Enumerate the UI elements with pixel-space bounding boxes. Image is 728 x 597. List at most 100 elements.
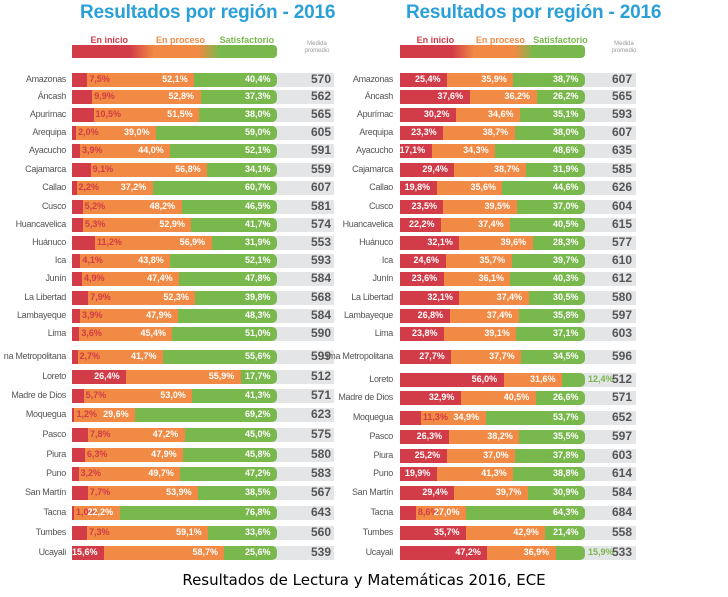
data-label-satisfactorio: 69,2%: [245, 409, 271, 419]
data-label-satisfactorio: 55,6%: [245, 351, 271, 361]
bar-en-proceso: [441, 218, 511, 232]
bar-en-proceso: [87, 73, 195, 87]
data-label-en-proceso: 38,7%: [482, 127, 509, 137]
table-row: Tacna 8,6% 27,0% 64,3% 684: [0, 505, 728, 520]
row-background: [579, 391, 636, 405]
bar-en-inicio: [72, 144, 80, 158]
data-label-en-inicio: 17,1%: [399, 145, 426, 155]
bar-en-inicio: [72, 108, 94, 122]
medida-promedio-value: 584: [310, 271, 331, 285]
bar-satisfactorio: [198, 486, 277, 500]
medida-promedio-value: 567: [310, 485, 331, 499]
table-row: Ucayali 15,6% 58,7% 25,6% 539: [0, 545, 728, 560]
bar-en-inicio: [400, 163, 455, 177]
bar-en-inicio: [72, 236, 95, 250]
bar-satisfactorio: [207, 163, 277, 177]
bar-en-proceso: [448, 430, 520, 444]
medida-promedio-value: 596: [611, 349, 632, 363]
row-background: [271, 327, 334, 341]
data-label-en-proceso: 52,3%: [163, 292, 189, 302]
data-label-satisfactorio: 60,7%: [245, 182, 271, 192]
data-label-en-inicio: 7,8%: [89, 429, 111, 439]
region-label: Piura: [46, 449, 66, 459]
data-label-satisfactorio: 47,8%: [245, 273, 271, 283]
medida-promedio-value: 603: [611, 326, 632, 340]
row-background: [579, 218, 636, 232]
medida-promedio-value: 584: [310, 308, 331, 322]
table-row: Amazonas 7,5% 52,1% 40,4% 570: [0, 72, 728, 87]
data-label-en-inicio: 1,0%: [76, 507, 97, 517]
legend-item-satisfactorio: Satisfactorio: [219, 35, 275, 45]
bar-en-inicio: [400, 350, 452, 364]
bar-satisfactorio: [465, 506, 585, 520]
data-label-satisfactorio: 64,3%: [553, 507, 579, 517]
bar-en-proceso: [84, 448, 184, 462]
region-label: Arequipa: [359, 127, 393, 137]
row-background: [271, 291, 334, 305]
bar-en-proceso: [80, 254, 171, 268]
bar-satisfactorio: [513, 467, 585, 481]
data-label-en-inicio: 30,2%: [423, 109, 450, 119]
bar-en-inicio: [72, 327, 80, 341]
bar-en-inicio: [400, 272, 444, 286]
bar-en-proceso: [87, 486, 199, 500]
data-label-en-inicio: 23,3%: [411, 127, 437, 137]
medida-promedio-header: Medida promedio: [304, 41, 330, 54]
table-row: San Martín 29,4% 39,7% 30,9% 584: [0, 485, 728, 500]
row-background: [271, 236, 334, 250]
table-row: Moquegua 1,2% 29,6% 69,2% 623: [0, 407, 728, 422]
bar-en-inicio: [72, 350, 78, 364]
medida-promedio-value: 604: [611, 199, 632, 213]
medida-promedio-value: 652: [611, 410, 632, 424]
data-label-en-proceso: 34,9%: [453, 412, 480, 422]
data-label-en-inicio: 2,7%: [79, 351, 101, 361]
bar-en-proceso: [90, 163, 208, 177]
table-row: Apurímac 10,5% 51,5% 38,0% 565: [0, 107, 728, 122]
medida-promedio-value: 571: [310, 388, 331, 402]
bar-en-inicio: [400, 254, 446, 268]
medida-promedio-value: 585: [611, 162, 632, 176]
row-background: [579, 526, 636, 540]
region-label: Áncash: [37, 91, 67, 101]
data-label-en-inicio: 24,6%: [413, 255, 440, 265]
medida-promedio-value: 593: [310, 253, 331, 267]
data-label-en-proceso: 35,6%: [470, 182, 497, 192]
data-label-en-proceso: 36,9%: [523, 547, 550, 557]
bar-satisfactorio: [195, 291, 277, 305]
bar-satisfactorio: [172, 327, 277, 341]
medida-promedio-value: 580: [611, 290, 632, 304]
region-label: San Martín: [351, 487, 393, 497]
data-label-satisfactorio: 38,7%: [553, 74, 579, 84]
data-label-en-inicio: 9,1%: [92, 164, 114, 174]
bar-satisfactorio: [515, 449, 585, 463]
bar-en-proceso: [93, 108, 200, 122]
medida-promedio-value: 615: [611, 217, 632, 231]
table-row: Piura 6,3% 47,9% 45,8% 580: [0, 447, 728, 462]
data-label-en-proceso: 39,5%: [484, 201, 511, 211]
table-row: Cusco 5,2% 48,2% 46,5% 581: [0, 199, 728, 214]
region-label: Madre de Dios: [11, 390, 66, 400]
row-background: [271, 350, 334, 364]
bar-en-inicio: [72, 546, 104, 560]
data-label-en-inicio: 22,2%: [409, 219, 435, 229]
data-label-en-proceso: 37,2%: [120, 182, 147, 192]
bar-satisfactorio: [194, 73, 277, 87]
bar-en-proceso: [466, 526, 546, 540]
bar-satisfactorio: [495, 144, 585, 158]
legend-item-en-inicio: En inicio: [90, 35, 128, 45]
bar-en-proceso: [104, 546, 225, 560]
row-background: [271, 486, 334, 500]
region-label: Apurímac: [29, 109, 66, 119]
table-row: Loreto 56,0% 31,6% 12,4% 512: [0, 372, 728, 387]
data-label-en-inicio: 9,9%: [94, 91, 115, 101]
data-label-en-inicio: 19,8%: [404, 182, 431, 192]
data-label-en-proceso: 39,7%: [495, 487, 522, 497]
bar-en-proceso: [446, 73, 514, 87]
bar-en-proceso: [443, 200, 517, 214]
bar-satisfactorio: [224, 546, 277, 560]
data-label-en-inicio: 47,2%: [455, 547, 481, 557]
data-label-satisfactorio: 38,0%: [245, 109, 271, 119]
data-label-en-proceso: 41,3%: [481, 468, 507, 478]
bar-en-inicio: [400, 144, 432, 158]
row-background: [579, 272, 636, 286]
